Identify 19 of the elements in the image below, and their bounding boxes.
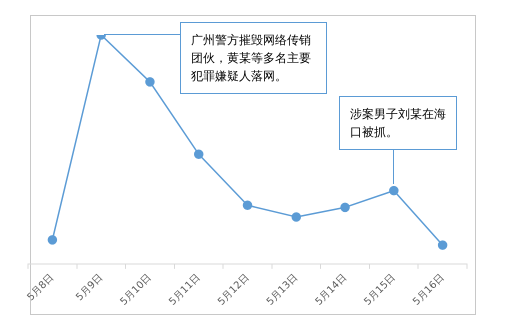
point — [145, 77, 155, 87]
point — [438, 240, 448, 250]
x-tick-label: 5月16日 — [411, 272, 447, 308]
x-tick-label: 5月13日 — [264, 272, 300, 308]
point — [242, 200, 252, 210]
x-tick-label: 5月15日 — [362, 272, 398, 308]
x-tick-label: 5月11日 — [167, 272, 203, 308]
annotation: 涉案男子刘某在海口被抓。 — [339, 96, 457, 150]
point — [48, 235, 58, 245]
x-tick-label: 5月14日 — [314, 272, 350, 308]
point — [340, 202, 350, 212]
point — [292, 212, 302, 222]
point — [194, 149, 204, 159]
x-tick-label: 5月9日 — [74, 272, 106, 304]
x-tick-label: 5月12日 — [216, 272, 252, 308]
x-tick-label: 5月8日 — [25, 272, 56, 304]
point — [389, 186, 399, 196]
annotation: 广州警方摧毁网络传销团伙，黄某等多名主要犯罪嫌疑人落网。 — [180, 22, 327, 94]
x-tick-label: 5月10日 — [118, 272, 154, 308]
